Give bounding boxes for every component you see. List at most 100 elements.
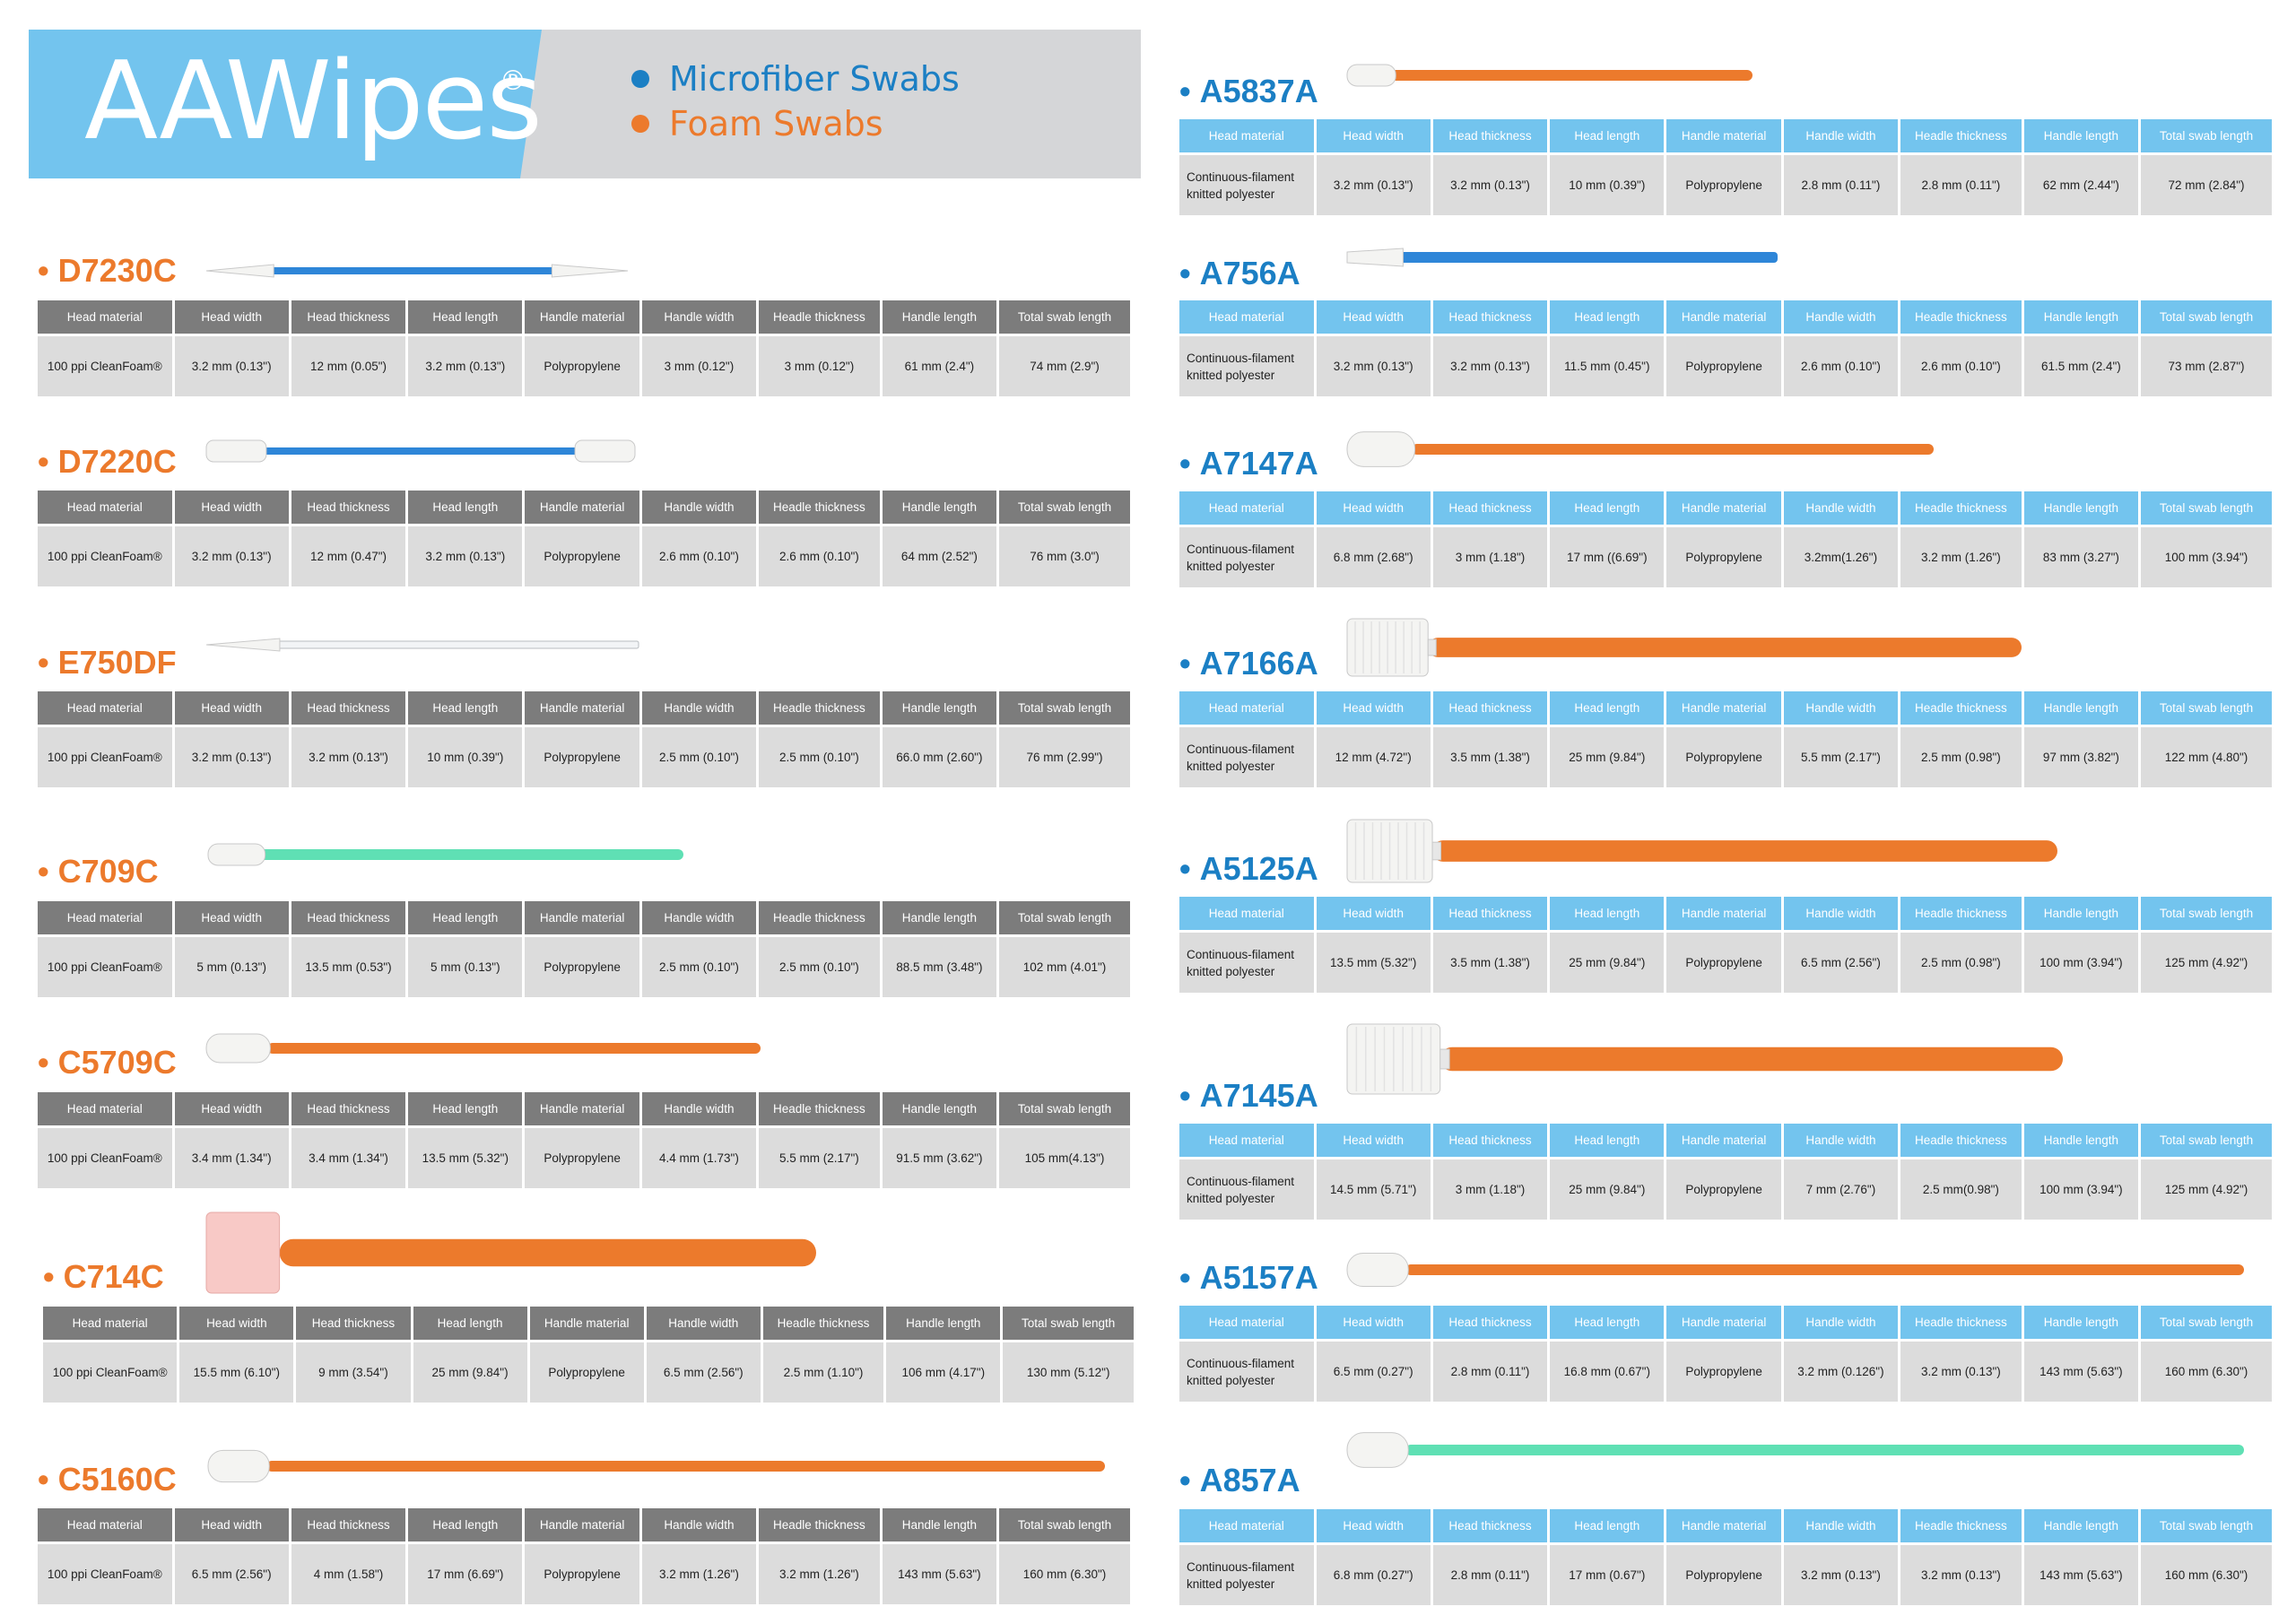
table-cell: 15.5 mm (6.10")	[178, 1340, 297, 1403]
column-header: Handle length	[2022, 691, 2142, 726]
swab-head	[1346, 248, 1404, 267]
product-code: A857A	[1199, 1462, 1300, 1498]
table-cell: 100 ppi CleanFoam®	[43, 1340, 180, 1403]
spec-table: Head material Head width Head thickness Hea…	[1179, 1124, 2272, 1220]
table-cell: 2.8 mm (0.11")	[1899, 152, 2024, 215]
table-header-row: Head material Head width Head thickness Hea…	[1179, 300, 2272, 335]
swab-head	[1346, 1253, 1409, 1287]
table-cell: Polypropylene	[523, 1125, 642, 1188]
table-row: 100 ppi CleanFoam® 3.2 mm (0.13") 12 mm (0…	[38, 334, 1130, 396]
bullet-icon: •	[1179, 1077, 1191, 1114]
swab-neck	[1431, 841, 1442, 861]
table-cell: 5 mm (0.13")	[173, 934, 291, 997]
swab-head	[207, 843, 266, 866]
logo-panel	[29, 30, 542, 178]
column-header: Head thickness	[1431, 1124, 1551, 1159]
column-header: Head material	[38, 1092, 175, 1127]
product-code: A7166A	[1199, 645, 1318, 682]
column-header: Head length	[406, 901, 526, 936]
table-cell: 6.8 mm (0.27")	[1315, 1542, 1433, 1605]
column-header: Head thickness	[290, 1508, 409, 1543]
product-code: C709C	[57, 853, 159, 890]
column-header: Total swab length	[2139, 119, 2272, 154]
table-cell: 25 mm (9.84")	[1548, 930, 1667, 993]
table-cell: 106 mm (4.17")	[884, 1340, 1004, 1403]
column-header: Total swab length	[997, 300, 1130, 335]
bullet-icon: •	[1179, 445, 1191, 482]
column-header: Handle length	[881, 901, 1000, 936]
table-cell: 3.4 mm (1.34")	[290, 1125, 409, 1188]
column-header: Handle width	[640, 1508, 760, 1543]
table-cell: 12 mm (0.47")	[290, 524, 409, 586]
table-row: Continuous-filament knitted polyester 6.8…	[1179, 1542, 2272, 1605]
column-header: Head material	[43, 1307, 180, 1342]
bullet-icon: •	[38, 1461, 49, 1498]
column-header: Head width	[173, 1508, 291, 1543]
table-cell: 3.5 mm (1.38")	[1431, 725, 1551, 787]
table-cell: 6.5 mm (2.56")	[645, 1340, 763, 1403]
column-header: Handle length	[2022, 119, 2142, 154]
table-header-row: Head material Head width Head thickness Hea…	[38, 1092, 1130, 1127]
table-cell: 2.5 mm (1.10")	[761, 1340, 887, 1403]
column-header: Head material	[38, 1508, 175, 1543]
table-cell: 12 mm (0.05")	[290, 334, 409, 396]
table-row: 100 ppi CleanFoam® 6.5 mm (2.56") 4 mm (1.…	[38, 1541, 1130, 1604]
column-header: Total swab length	[2139, 1509, 2272, 1544]
column-header: Handle length	[881, 1092, 1000, 1127]
column-header: Head thickness	[1431, 491, 1551, 526]
swab-handle	[1405, 1445, 2244, 1455]
header-banner: AAWipes ® Microfiber Swabs Foam Swabs	[29, 30, 1141, 178]
table-cell: 2.8 mm (0.11")	[1431, 1542, 1551, 1605]
table-cell: Polypropylene	[523, 524, 642, 586]
column-header: Head material	[1179, 300, 1317, 335]
table-cell: 3.2 mm (0.13")	[1315, 152, 1433, 215]
column-header: Handle width	[1782, 1509, 1901, 1544]
swab-handle	[266, 1043, 761, 1054]
legend-item-microfiber: Microfiber Swabs	[631, 56, 960, 101]
swab-handle	[266, 1461, 1105, 1472]
swab-image	[1346, 1023, 2063, 1095]
table-cell: 25 mm (9.84")	[1548, 725, 1667, 787]
column-header: Head thickness	[1431, 691, 1551, 726]
table-cell: 62 mm (2.44")	[2022, 152, 2142, 215]
column-header: Head material	[1179, 491, 1317, 526]
column-header: Head length	[406, 1508, 526, 1543]
table-cell: 125 mm (4.92")	[2139, 1157, 2272, 1220]
column-header: Handle material	[1665, 691, 1784, 726]
swab-image	[207, 843, 683, 866]
table-cell: 72 mm (2.84")	[2139, 152, 2272, 215]
table-cell: Polypropylene	[1665, 525, 1784, 587]
table-cell: 3.2 mm (1.26")	[640, 1541, 760, 1604]
swab-head	[205, 264, 274, 278]
table-cell: 3.5 mm (1.38")	[1431, 930, 1551, 993]
spec-table: Head material Head width Head thickness Hea…	[1179, 691, 2272, 787]
table-cell: 100 ppi CleanFoam®	[38, 334, 175, 396]
table-cell: 17 mm ((6.69")	[1548, 525, 1667, 587]
column-header: Handle material	[523, 1092, 642, 1127]
column-header: Head material	[1179, 1306, 1317, 1341]
table-cell: 2.8 mm (0.11")	[1782, 152, 1901, 215]
table-cell: 4 mm (1.58")	[290, 1541, 409, 1604]
table-header-row: Head material Head width Head thickness Hea…	[1179, 119, 2272, 154]
table-header-row: Head material Head width Head thickness Hea…	[38, 300, 1130, 335]
table-cell: 6.5 mm (2.56")	[173, 1541, 291, 1604]
product-code: A7145A	[1199, 1077, 1318, 1114]
bullet-icon: •	[1179, 850, 1191, 887]
column-header: Handle material	[1665, 897, 1784, 932]
column-header: Head material	[1179, 691, 1317, 726]
table-header-row: Head material Head width Head thickness Hea…	[43, 1307, 1134, 1342]
column-header: Total swab length	[1001, 1307, 1134, 1342]
swab-image	[207, 1449, 1105, 1483]
table-cell: 2.8 mm (0.11")	[1431, 1339, 1551, 1402]
bullet-icon: •	[1179, 1462, 1191, 1498]
table-cell: 100 ppi CleanFoam®	[38, 1541, 175, 1604]
column-header: Head material	[38, 901, 175, 936]
column-header: Head thickness	[1431, 1509, 1551, 1544]
column-header: Handle width	[1782, 300, 1901, 335]
table-cell: 76 mm (3.0")	[997, 524, 1130, 586]
product-title: • A5157A	[1179, 1260, 1318, 1296]
table-cell: Polypropylene	[1665, 1157, 1784, 1220]
table-cell: 91.5 mm (3.62")	[881, 1125, 1000, 1188]
swab-neck	[1439, 1048, 1450, 1070]
table-header-row: Head material Head width Head thickness Hea…	[38, 491, 1130, 525]
